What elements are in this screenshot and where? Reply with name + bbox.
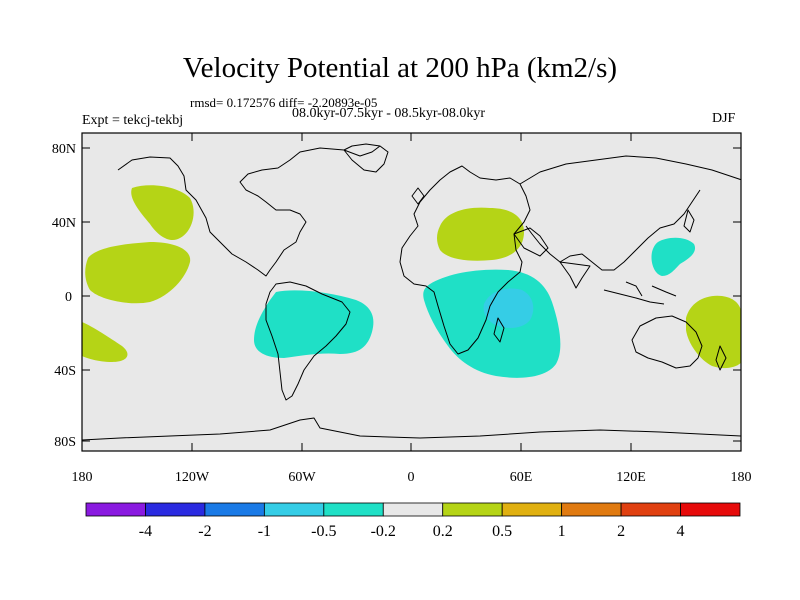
coast-japan — [683, 209, 695, 233]
coast-greenland — [343, 143, 389, 173]
colorbar-label: -1 — [258, 523, 271, 540]
colorbar-label: -4 — [139, 523, 152, 540]
coast-north-america — [117, 145, 381, 277]
positive-region-north-pacific — [131, 185, 194, 241]
colorbar-swatch — [501, 502, 563, 517]
colorbar — [85, 502, 741, 517]
colorbar-label: 2 — [617, 523, 625, 540]
coast-south-america — [265, 281, 351, 401]
colorbar-swatch — [263, 502, 325, 517]
map-background — [82, 133, 741, 451]
positive-region-south-pacific-west — [82, 322, 128, 362]
coast-australia — [631, 315, 703, 369]
colorbar-swatch — [680, 502, 741, 517]
lat-label-80n: 80N — [52, 142, 76, 157]
lon-label-180w: 180 — [72, 470, 93, 485]
lat-label-40s: 40S — [54, 364, 76, 379]
stats-text: rmsd= 0.172576 diff= -2.20893e-05 — [190, 95, 378, 110]
experiment-label: Expt = tekcj-tekbj — [82, 113, 184, 128]
colorbar-swatch — [561, 502, 622, 517]
coast-madagascar — [493, 317, 505, 343]
lon-label-180e: 180 — [731, 470, 752, 485]
coast-asia — [519, 155, 741, 271]
colorbar-swatch — [442, 502, 503, 517]
colorbar-swatch — [85, 502, 146, 517]
colorbar-swatch — [620, 502, 681, 517]
lat-label-eq: 0 — [65, 290, 72, 305]
colorbar-label: -2 — [198, 523, 211, 540]
colorbar-labels: -4 -2 -1 -0.5 -0.2 0.2 0.5 1 2 4 — [139, 523, 685, 540]
coast-new-zealand — [715, 345, 727, 371]
coastlines — [82, 143, 741, 441]
negative-region-indian-ocean-core — [483, 288, 534, 328]
lat-tick-marks — [82, 147, 741, 442]
map-title: Velocity Potential at 200 hPa (km2/s) — [182, 52, 618, 84]
colorbar-swatch — [382, 502, 444, 517]
lat-label-80s: 80S — [54, 435, 76, 450]
positive-region-middle-east — [437, 207, 524, 261]
lon-label-120e: 120E — [616, 470, 646, 485]
period-text: 08.0kyr-07.5kyr - 08.5kyr-08.0kyr — [292, 106, 486, 121]
colorbar-label: -0.2 — [371, 523, 396, 540]
lon-label-60e: 60E — [510, 470, 533, 485]
positive-region-central-pacific — [85, 242, 191, 304]
coast-europe-africa — [399, 165, 531, 355]
colorbar-label: -0.5 — [311, 523, 336, 540]
colorbar-label: 4 — [677, 523, 685, 540]
colorbar-label: 0.2 — [433, 523, 453, 540]
lat-label-40n: 40N — [52, 216, 76, 231]
colorbar-swatch — [145, 502, 206, 517]
coast-india — [559, 261, 591, 289]
coast-antarctica — [82, 417, 741, 441]
positive-region-southwest-pacific — [686, 295, 741, 369]
colorbar-swatch — [323, 502, 384, 517]
lon-tick-marks — [191, 133, 632, 451]
lon-label-60w: 60W — [288, 470, 316, 485]
colorbar-label: 0.5 — [492, 523, 512, 540]
season-label: DJF — [712, 111, 736, 126]
lon-label-0: 0 — [408, 470, 415, 485]
lon-label-120w: 120W — [175, 470, 210, 485]
colorbar-swatch — [204, 502, 265, 517]
colorbar-label: 1 — [558, 523, 566, 540]
coast-indonesia — [603, 281, 677, 305]
negative-region-west-pacific — [651, 237, 696, 276]
negative-region-south-america — [254, 290, 374, 358]
coast-arabia — [513, 227, 549, 257]
coast-british-isles — [411, 187, 425, 205]
